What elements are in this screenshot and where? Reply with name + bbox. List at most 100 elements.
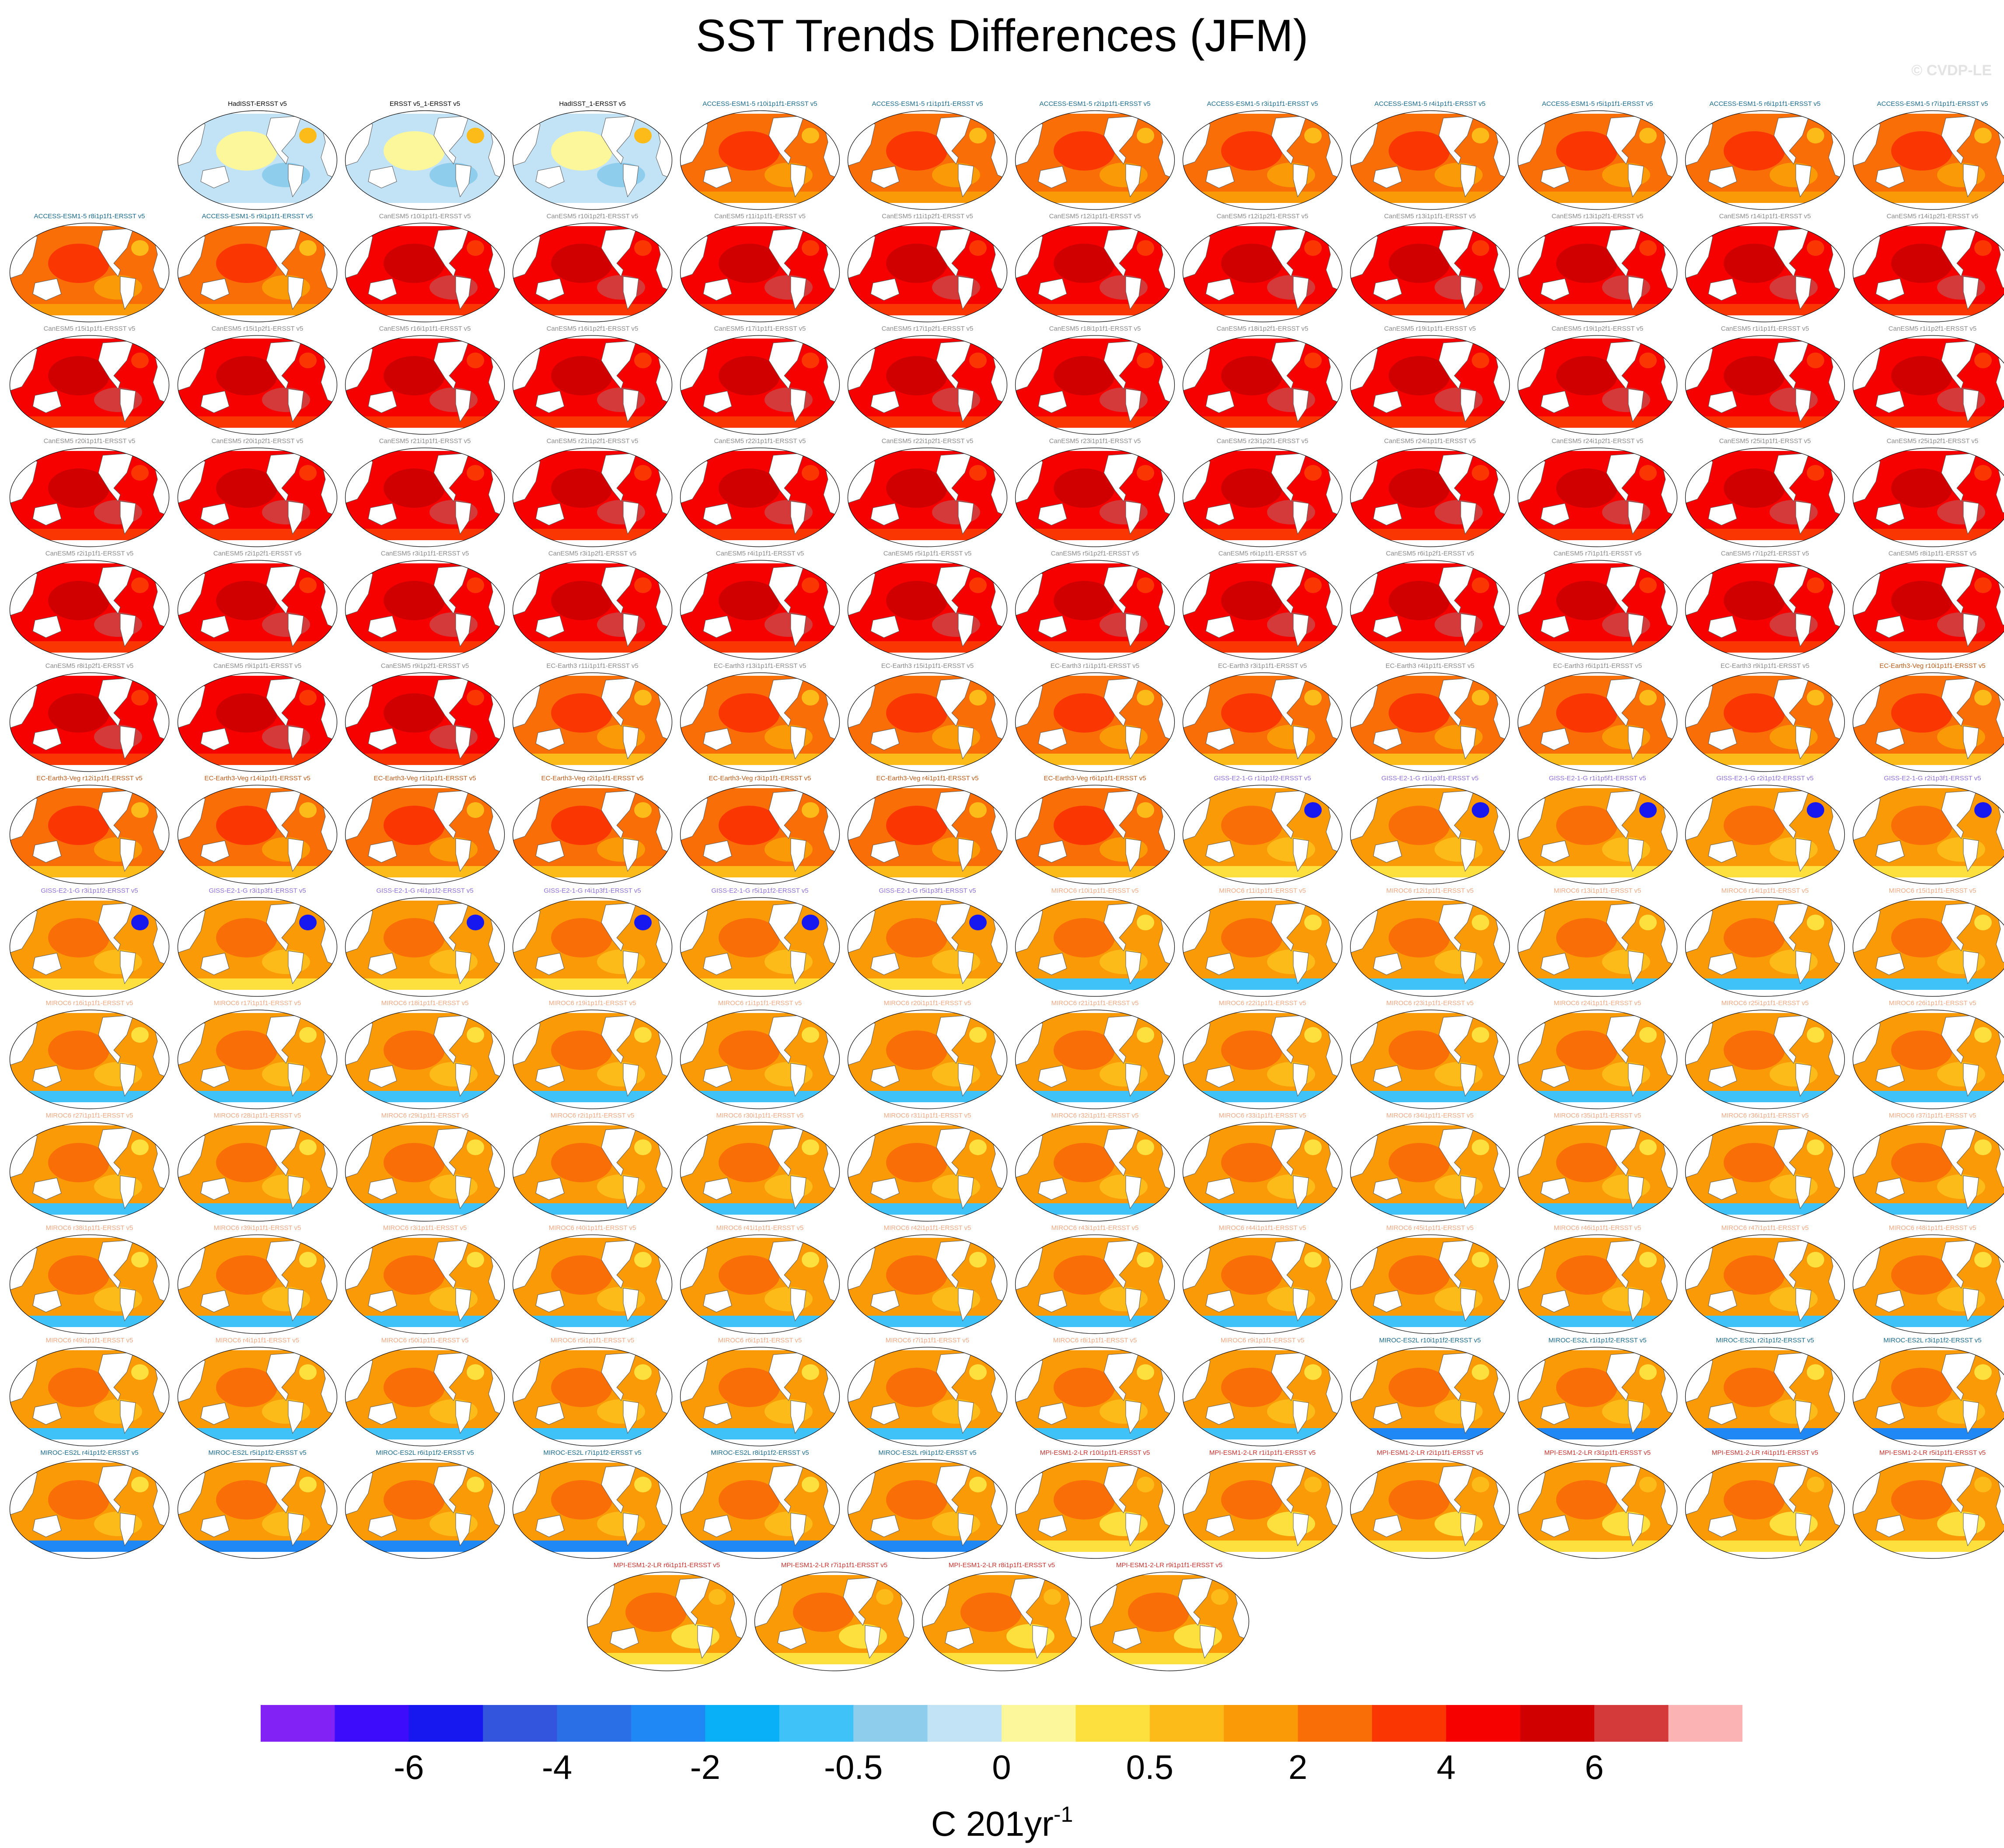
map-panel: CanESM5 r8i1p2f1-ERSST v5 [9, 662, 170, 774]
map-panel: MPI-ESM1-2-LR r2i1p1f1-ERSST v5 [1349, 1449, 1511, 1561]
land-australia [200, 391, 230, 413]
map-border [847, 1459, 1008, 1559]
land-north-america [1774, 340, 1809, 390]
map-border [847, 335, 1008, 435]
map-border [922, 1572, 1082, 1671]
land-north-america [433, 790, 469, 839]
land-north-america [936, 790, 972, 839]
anomaly-patch [1556, 1031, 1617, 1070]
world-map [847, 223, 1008, 322]
land-south-america [1125, 164, 1142, 198]
land-north-america [1606, 678, 1642, 727]
southern-ocean-band [1853, 416, 2004, 428]
world-map [1517, 223, 1678, 322]
map-border [345, 447, 505, 547]
southern-ocean-band [178, 754, 337, 765]
map-border [512, 223, 673, 322]
world-map [512, 672, 673, 772]
anomaly-patch [1221, 1480, 1282, 1520]
land-australia [368, 1402, 397, 1425]
map-panel: EC-Earth3-Veg r14i1p1f1-ERSST v5 [177, 774, 338, 886]
southern-ocean-band [1853, 1428, 2004, 1439]
anomaly-patch [1054, 806, 1115, 845]
world-map [680, 223, 840, 322]
land-north-america [433, 228, 469, 277]
land-australia [1373, 1402, 1402, 1425]
land-south-america [623, 838, 639, 872]
land-arctic [1183, 560, 1342, 563]
north-atlantic-patch [299, 1477, 317, 1492]
land-north-america [936, 1352, 972, 1401]
land-arctic [345, 560, 505, 563]
land-south-america [288, 388, 304, 423]
land-arctic [1518, 898, 1677, 901]
land-south-america [1460, 950, 1477, 985]
map-border [680, 560, 840, 660]
colorbar-tick-label: 0.5 [1126, 1748, 1174, 1786]
southern-ocean-band [10, 978, 169, 990]
southern-ocean-band [680, 1091, 840, 1102]
land-north-america [768, 902, 804, 952]
map-border [1015, 335, 1175, 435]
land-australia [1708, 1402, 1737, 1425]
land-south-america [120, 1513, 136, 1547]
map-border [1517, 560, 1678, 660]
north-atlantic-patch [1639, 465, 1657, 481]
north-atlantic-patch [467, 128, 484, 143]
panel-label: CanESM5 r21i1p1f1-ERSST v5 [379, 437, 471, 445]
southern-ocean-band [1853, 978, 2004, 990]
map-panel: ACCESS-ESM1-5 r1i1p1f1-ERSST v5 [847, 100, 1008, 212]
land-north-america [601, 228, 637, 277]
land-australia [1038, 953, 1067, 975]
map-panel: CanESM5 r3i1p1f1-ERSST v5 [344, 549, 506, 661]
north-atlantic-patch [1472, 465, 1489, 481]
land-south-america [120, 613, 136, 647]
southern-ocean-band [1685, 866, 1845, 877]
map-panel: CanESM5 r5i1p2f1-ERSST v5 [1014, 549, 1176, 661]
map-border [9, 1459, 170, 1559]
land-north-america [1438, 902, 1474, 952]
land-south-america [120, 1175, 136, 1209]
anomaly-patch [1891, 918, 1952, 957]
map-panel: ACCESS-ESM1-5 r9i1p1f1-ERSST v5 [177, 212, 338, 324]
land-australia [368, 1515, 397, 1537]
map-border [680, 223, 840, 322]
panel-label: EC-Earth3 r9i1p1f1-ERSST v5 [1720, 662, 1810, 670]
map-panel: MIROC-ES2L r2i1p1f2-ERSST v5 [1684, 1336, 1846, 1448]
land-australia [1205, 953, 1235, 975]
north-atlantic-patch [1137, 915, 1154, 930]
southern-ocean-band [1350, 1316, 1510, 1327]
anomaly-patch [1891, 1143, 1952, 1182]
colorbar-swatch [779, 1705, 854, 1742]
land-australia [1205, 1177, 1235, 1200]
southern-ocean-band [10, 304, 169, 315]
map-panel: CanESM5 r15i1p2f1-ERSST v5 [177, 325, 338, 437]
southern-ocean-band [1350, 1541, 1510, 1552]
southern-ocean-band [1183, 866, 1342, 877]
north-atlantic-patch [1807, 1477, 1824, 1492]
land-australia [1205, 1290, 1235, 1313]
land-australia [870, 278, 900, 301]
map-panel: MIROC6 r23i1p1f1-ERSST v5 [1349, 999, 1511, 1111]
land-arctic [10, 1122, 169, 1125]
north-atlantic-patch [1472, 577, 1489, 593]
land-arctic [513, 673, 672, 676]
world-map [680, 672, 840, 772]
southern-ocean-band [178, 1203, 337, 1215]
anomaly-patch [1724, 918, 1785, 957]
land-arctic [1015, 1347, 1175, 1350]
land-north-america [675, 1577, 711, 1626]
panel-label: CanESM5 r13i1p1f1-ERSST v5 [1384, 213, 1476, 220]
north-atlantic-patch [1639, 1364, 1657, 1380]
world-map [1517, 1122, 1678, 1222]
land-australia [1373, 840, 1402, 863]
world-map [345, 1347, 505, 1446]
world-map [680, 110, 840, 210]
map-panel: MPI-ESM1-2-LR r10i1p1f1-ERSST v5 [1014, 1449, 1176, 1561]
southern-ocean-band [10, 1203, 169, 1215]
map-border [1350, 110, 1510, 210]
land-south-america [1963, 388, 1979, 423]
land-south-america [1795, 1400, 1812, 1434]
north-atlantic-patch [1137, 1477, 1154, 1492]
map-panel: MIROC6 r12i1p1f1-ERSST v5 [1349, 887, 1511, 999]
